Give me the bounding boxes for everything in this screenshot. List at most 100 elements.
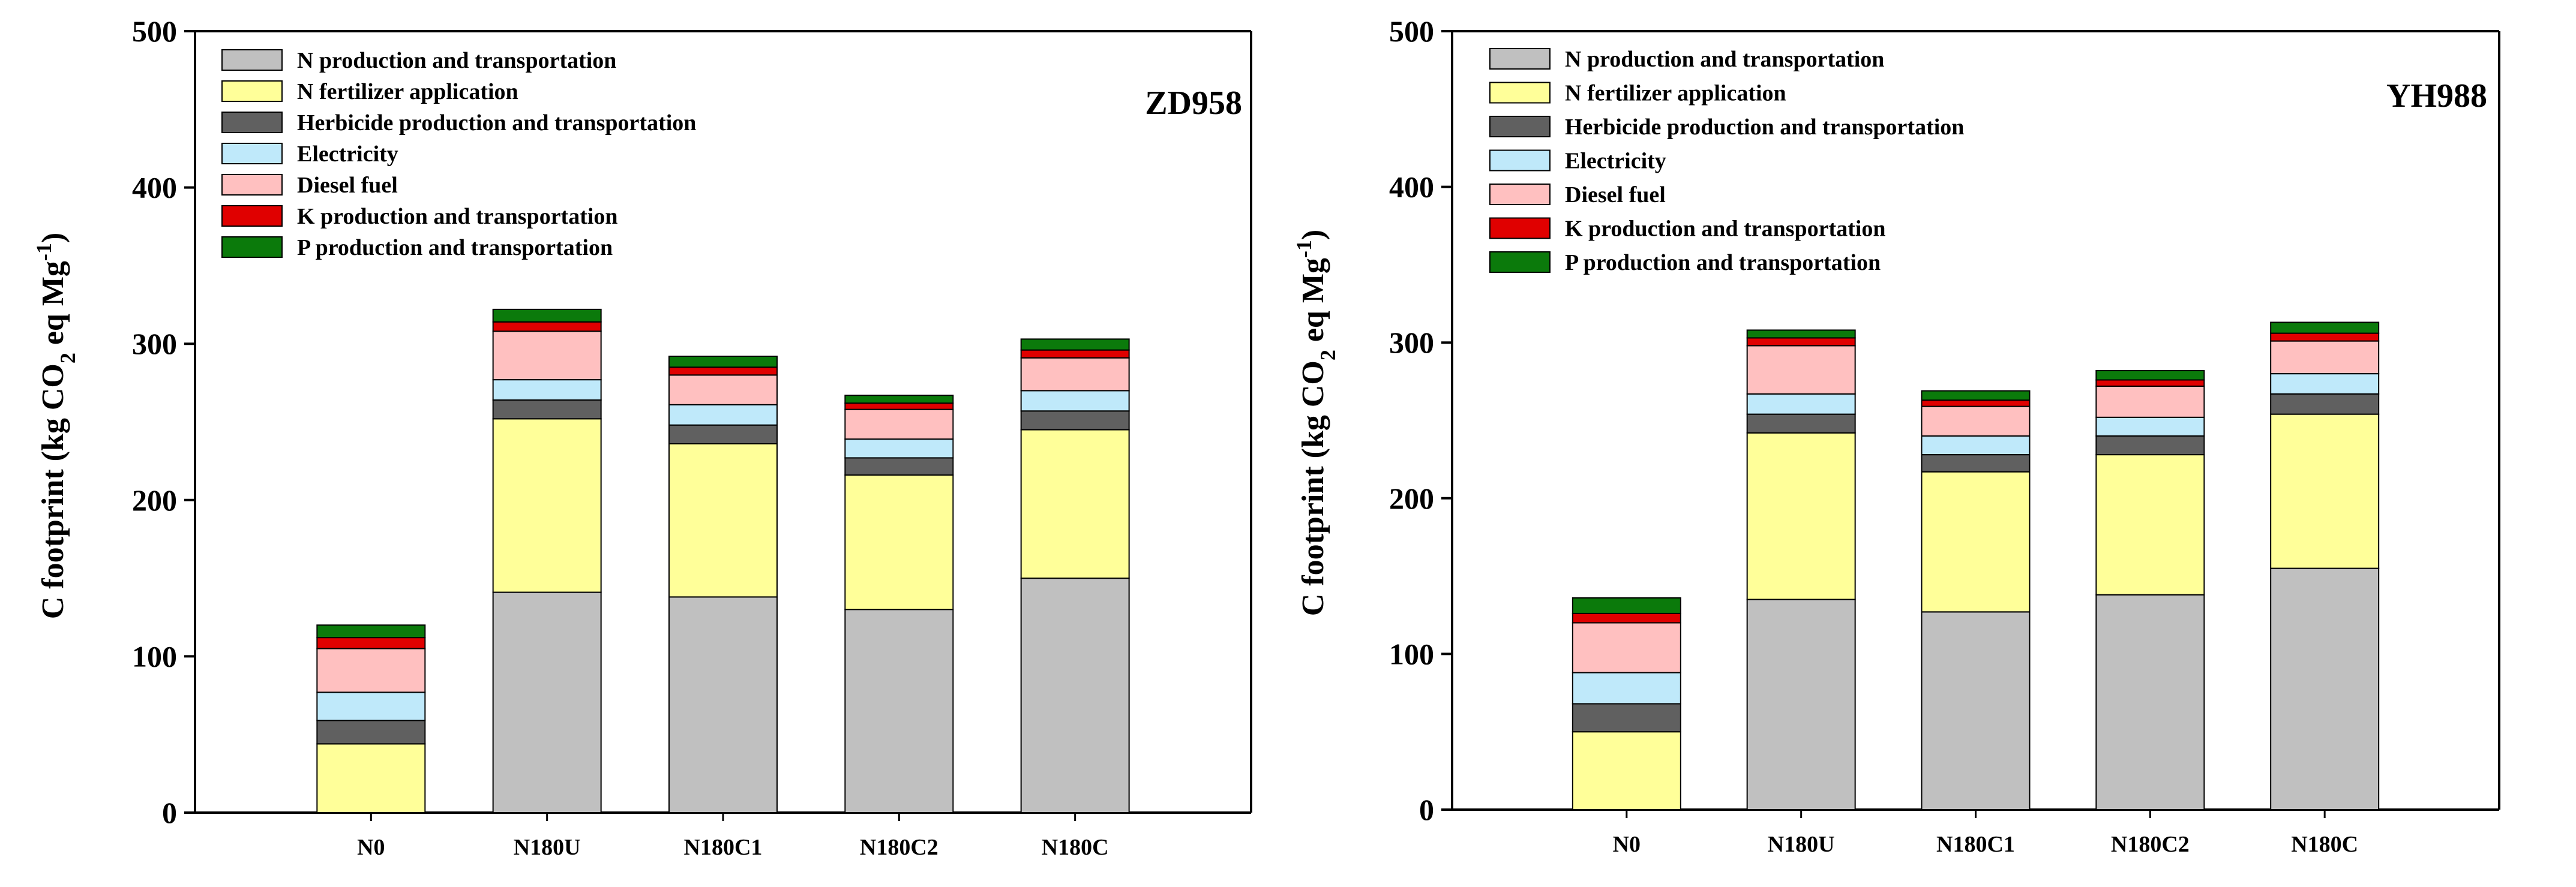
bar-segment xyxy=(316,720,426,745)
bar-segment xyxy=(1746,345,1856,395)
x-tick-label: N180C1 xyxy=(1936,832,2015,857)
bar-segment xyxy=(1746,599,1856,810)
bar-segment xyxy=(1572,703,1681,733)
bar-segment xyxy=(2270,393,2380,415)
bar-segment xyxy=(1572,612,1681,624)
legend-swatch xyxy=(1489,116,1551,137)
bar-segment xyxy=(844,457,954,476)
x-tick-label: N180C2 xyxy=(2111,832,2190,857)
legend-swatch xyxy=(1489,149,1551,172)
y-tick-label: 500 xyxy=(1389,14,1434,48)
y-tick-label: 300 xyxy=(1389,326,1434,359)
legend-label: Diesel fuel xyxy=(1565,182,1666,208)
bar-segment xyxy=(2270,567,2380,810)
bar-segment xyxy=(1746,413,1856,434)
legend-swatch xyxy=(221,143,283,164)
bar-segment xyxy=(668,404,778,426)
bar-segment xyxy=(1572,622,1681,673)
x-tick-label: N0 xyxy=(357,835,385,860)
legend-label: N fertilizer application xyxy=(297,79,518,104)
y-tick-label: 100 xyxy=(132,639,177,673)
bar-segment xyxy=(1746,393,1856,415)
chart-title: ZD958 xyxy=(1145,85,1242,122)
legend-label: Diesel fuel xyxy=(297,173,398,198)
bar-segment xyxy=(2270,340,2380,375)
x-tick-label: N180C xyxy=(2291,832,2358,857)
bar-segment xyxy=(1020,390,1130,412)
legend-label: Electricity xyxy=(297,142,398,167)
bar-segment xyxy=(492,591,602,814)
bar-segment xyxy=(1746,432,1856,600)
bar-segment xyxy=(668,356,778,368)
y-axis-label: C footprint (kg CO2 eq Mg-1) xyxy=(32,233,80,620)
bar-segment xyxy=(2095,594,2205,810)
legend-swatch xyxy=(221,205,283,227)
chart-panel-yh988: YH988 C footprint (kg CO2 eq Mg-1) 0 100 2… xyxy=(1292,14,2500,857)
bar-segment xyxy=(492,308,602,323)
bar-segment xyxy=(492,379,602,401)
bar-segment xyxy=(2270,321,2380,334)
bar-segment xyxy=(1020,338,1130,351)
y-tick-label: 100 xyxy=(1389,637,1434,670)
bar-segment xyxy=(492,418,602,593)
x-tick-label: N0 xyxy=(1613,832,1641,857)
legend-swatch xyxy=(221,236,283,258)
legend-swatch xyxy=(221,174,283,196)
bar-segment xyxy=(844,609,954,813)
legend-label: N production and transportation xyxy=(297,48,616,73)
legend-swatch xyxy=(1489,48,1551,70)
chart-title: YH988 xyxy=(2386,77,2487,115)
y-axis-label: C footprint (kg CO2 eq Mg-1) xyxy=(1292,230,1340,617)
y-tick-label: 500 xyxy=(132,14,177,48)
legend-swatch xyxy=(1489,184,1551,205)
bar-segment xyxy=(1572,597,1681,614)
bar-segment xyxy=(2095,435,2205,456)
legend-swatch xyxy=(221,80,283,102)
bar-segment xyxy=(1921,390,2031,401)
bar-segment xyxy=(2270,413,2380,569)
bar-segment xyxy=(668,596,778,813)
bar-segment xyxy=(2095,385,2205,418)
bar-segment xyxy=(1020,410,1130,431)
legend-label: N production and transportation xyxy=(1565,47,1884,72)
y-tick-label: 0 xyxy=(162,796,177,829)
bar-segment xyxy=(1921,471,2031,613)
x-tick-label: N180U xyxy=(1768,832,1835,857)
legend-label: Herbicide production and transportation xyxy=(1565,115,1964,140)
bar-segment xyxy=(2095,369,2205,381)
bar-segment xyxy=(844,474,954,611)
x-tick-label: N180U xyxy=(514,835,581,860)
bar-segment xyxy=(316,743,426,814)
bar-segment xyxy=(316,637,426,650)
chart-panel-zd958: ZD958 C footprint (kg CO2 eq Mg-1) 0 100 2… xyxy=(32,14,1252,860)
bar-segment xyxy=(1746,329,1856,339)
bar-segment xyxy=(2095,454,2205,596)
y-tick-label: 200 xyxy=(1389,482,1434,515)
bar-segment xyxy=(1572,672,1681,705)
bar-segment xyxy=(316,624,426,639)
legend-label: K production and transportation xyxy=(1565,217,1886,242)
bar-segment xyxy=(668,374,778,405)
x-tick-label: N180C1 xyxy=(684,835,763,860)
y-tick-label: 200 xyxy=(132,483,177,517)
bar-segment xyxy=(844,402,954,410)
bar-segment xyxy=(492,321,602,332)
bar-segment xyxy=(316,691,426,721)
bar-segment xyxy=(1572,731,1681,810)
x-tick-label: N180C2 xyxy=(860,835,938,860)
legend-label: N fertilizer application xyxy=(1565,81,1786,106)
bar-segment xyxy=(492,399,602,420)
bar-segment xyxy=(668,366,778,376)
bar-segment xyxy=(1746,337,1856,347)
bar-segment xyxy=(2270,332,2380,342)
bar-segment xyxy=(1921,454,2031,473)
bar-segment xyxy=(844,408,954,440)
legend-label: K production and transportation xyxy=(297,204,618,229)
bar-segment xyxy=(668,424,778,444)
legend-swatch xyxy=(1489,251,1551,273)
bar-segment xyxy=(492,330,602,381)
bar-segment xyxy=(1921,435,2031,456)
x-tick-label: N180C xyxy=(1042,835,1109,860)
y-tick-label: 0 xyxy=(1419,793,1434,826)
